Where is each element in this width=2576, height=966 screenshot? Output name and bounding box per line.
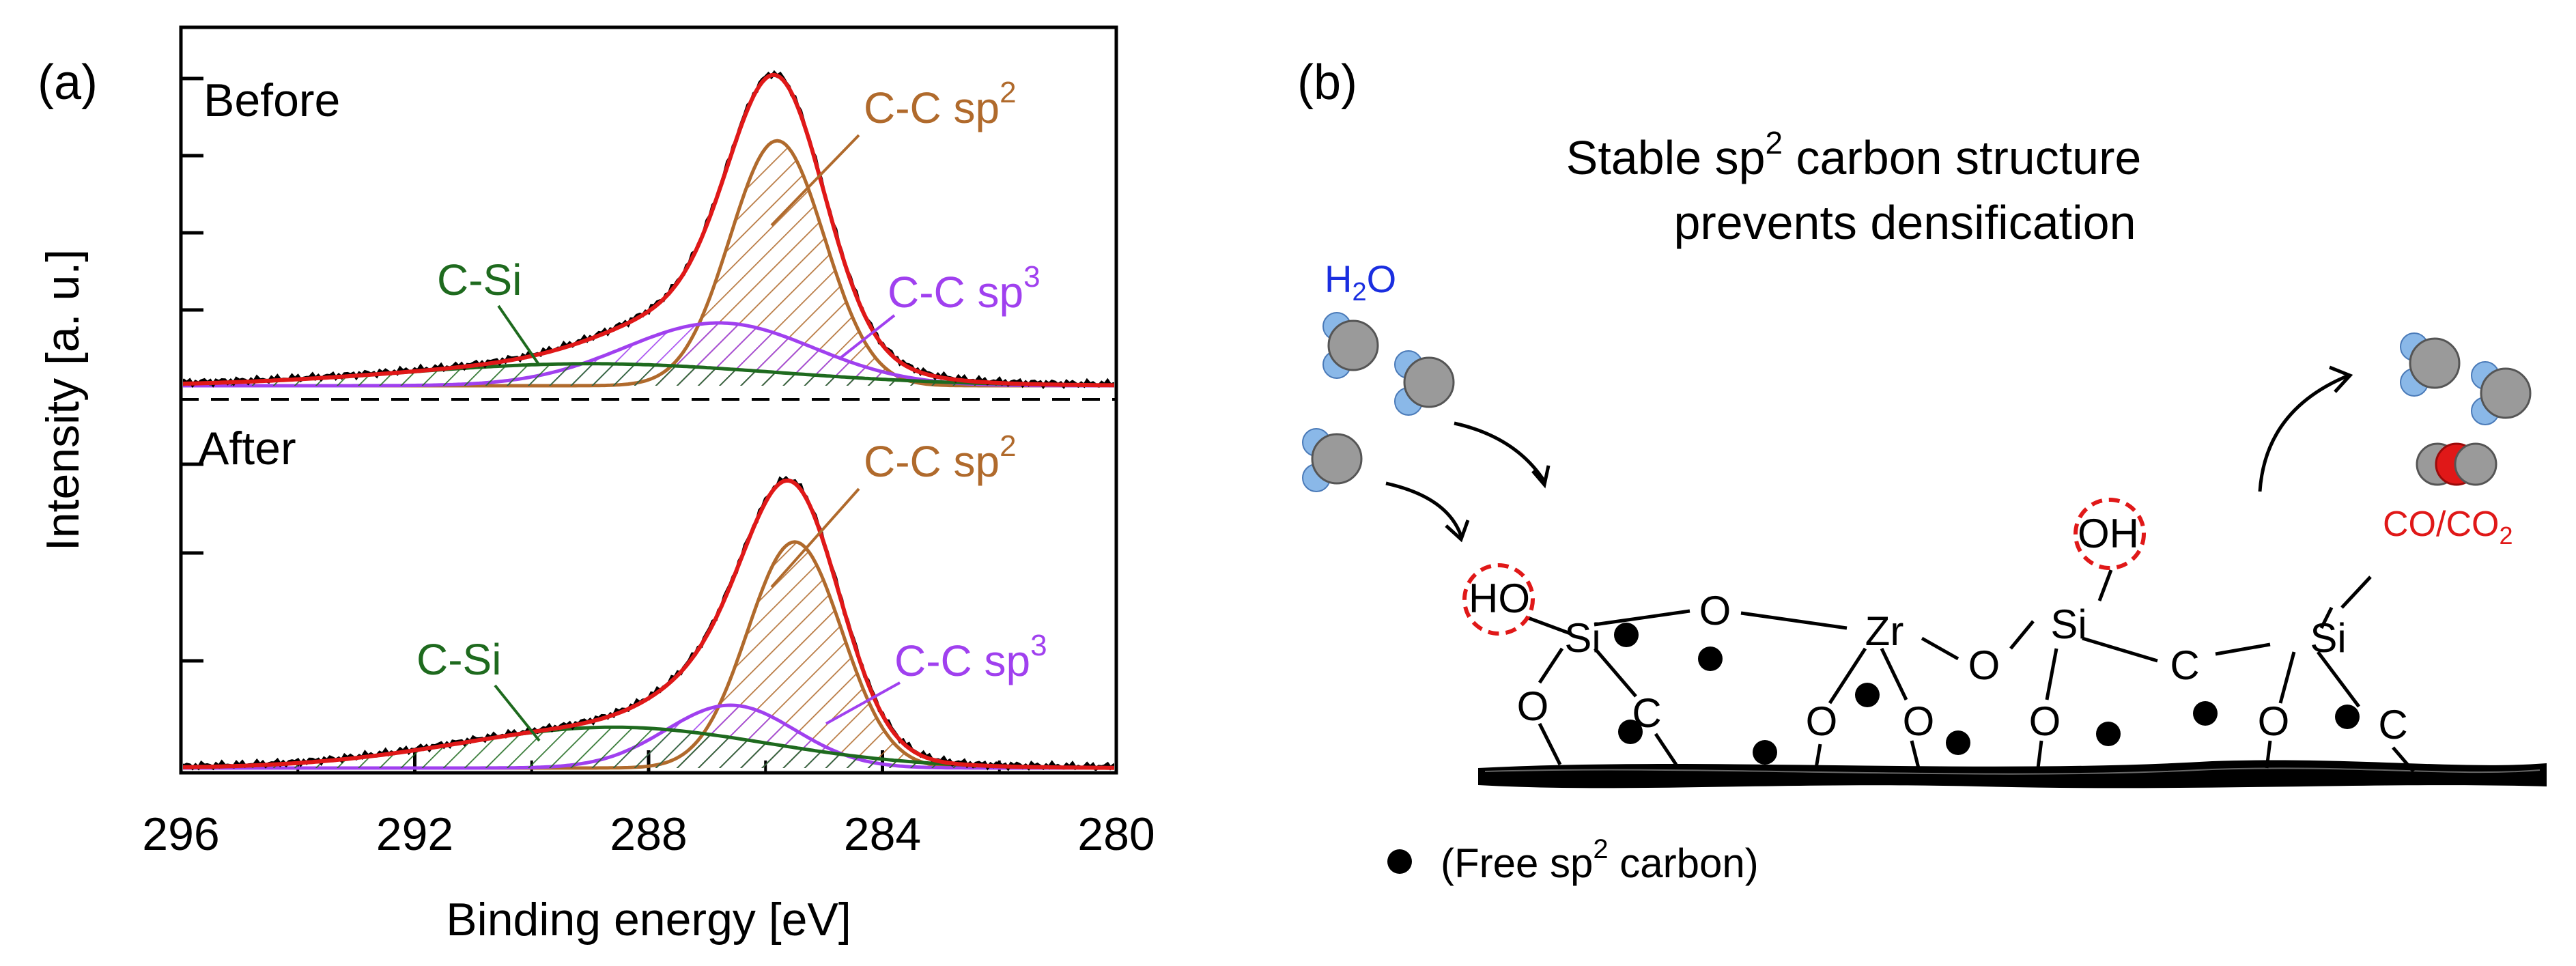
free-carbon-dot	[1753, 740, 1777, 765]
arrowhead-in-2	[1445, 520, 1470, 543]
x-axis-label: Binding energy [eV]	[446, 894, 851, 946]
x-tick-label: 296	[142, 808, 219, 860]
annotation-before-csi: C-Si	[437, 255, 522, 304]
leader-after-csi	[494, 684, 541, 742]
leader-after-sp3	[825, 681, 901, 725]
carbon-substrate	[1478, 760, 2547, 789]
atom-o: O	[1699, 588, 1731, 634]
water-molecule	[1394, 350, 1455, 416]
leader-after-sp2	[770, 487, 860, 588]
atom-si: Si	[2050, 601, 2086, 647]
free-carbon-dot	[1614, 623, 1639, 647]
leader-before-sp3	[838, 314, 896, 360]
free-carbon-dots	[1387, 623, 2360, 874]
free-carbon-dot	[1855, 683, 1880, 707]
title-line-1: Stable sp2 carbon structure	[1566, 125, 2142, 184]
arrow-out	[2258, 373, 2349, 492]
arrow-in-1	[1454, 421, 1546, 483]
leader-before-sp2	[770, 134, 860, 227]
flow-arrows	[1385, 365, 2353, 543]
atom-o: O	[2029, 698, 2061, 744]
water-molecules	[1302, 312, 2532, 492]
x-tick-label: 288	[610, 808, 687, 860]
atom-c: C	[2378, 702, 2407, 748]
annotation-after-sp2: C-C sp2	[864, 429, 1017, 486]
x-tick-label: 284	[844, 808, 921, 860]
oh-highlight-ring	[2073, 498, 2146, 570]
legend-dot	[1387, 849, 1412, 874]
panel-label-after: After	[198, 423, 296, 474]
annotation-after-sp3: C-C sp3	[894, 629, 1047, 685]
free-carbon-dot	[2335, 705, 2360, 729]
ho-highlight-ring	[1462, 563, 1535, 636]
atom-o: O	[1903, 698, 1935, 744]
panel-label-before: Before	[203, 74, 340, 126]
legend-text: (Free sp2 carbon)	[1441, 834, 1759, 886]
x-tick-label: 280	[1077, 808, 1155, 860]
arrowhead-in-1	[1531, 465, 1551, 489]
y-ticks	[181, 76, 203, 663]
leader-before-csi	[497, 304, 541, 367]
atom-si: Si	[2310, 615, 2346, 661]
water-molecule	[1322, 312, 1379, 379]
water-molecule	[2400, 332, 2461, 397]
free-carbon-dot	[2096, 722, 2121, 746]
annotation-before-sp3: C-C sp3	[888, 260, 1041, 317]
x-tick-labels: 296 292 288 284 280	[142, 808, 1155, 860]
curves	[183, 70, 1114, 771]
arrowhead-out	[2329, 365, 2353, 393]
atom-oh: OH	[2078, 511, 2139, 556]
xps-chart: 296 292 288 284 280 Before After C-C sp2 C-C…	[37, 25, 1155, 946]
free-carbon-dot	[1618, 720, 1643, 744]
arrow-in-2	[1385, 481, 1463, 537]
title-line-2: prevents densification	[1673, 196, 2136, 249]
water-molecule	[2471, 361, 2532, 425]
h2o-label: H2O	[1325, 257, 1396, 307]
raw-data-after	[183, 475, 1114, 771]
component-fill-before	[183, 323, 1114, 386]
y-axis-label: Intensity [a. u.]	[37, 249, 89, 551]
bonds	[1527, 569, 2415, 773]
atom-o: O	[2258, 698, 2290, 744]
total-fit-before	[183, 72, 1114, 388]
atom-zr: Zr	[1865, 608, 1904, 654]
diagram-title: Stable sp2 carbon structure prevents den…	[1566, 125, 2142, 249]
co-co2-label: CO/CO2	[2383, 505, 2513, 550]
annotation-after-csi: C-Si	[416, 635, 501, 684]
atom-si: Si	[1564, 615, 1600, 661]
panel-b-label: (b)	[1297, 55, 1357, 110]
annotation-before-sp2: C-C sp2	[864, 76, 1017, 132]
free-carbon-dot	[2193, 701, 2218, 726]
component-fill-after	[183, 727, 1114, 768]
panel-a-label: (a)	[38, 55, 98, 110]
atoms: HO Si O Zr O OH Si C Si O C O O O O C	[1469, 511, 2408, 748]
x-tick-label: 292	[376, 808, 453, 860]
water-molecule	[1302, 428, 1363, 492]
co2-molecule	[2416, 442, 2497, 486]
atom-o: O	[1517, 683, 1549, 729]
atom-o: O	[1968, 642, 2000, 688]
atom-c: C	[2170, 642, 2199, 688]
free-carbon-dot	[1698, 647, 1723, 671]
atom-ho: HO	[1469, 576, 1530, 621]
atom-o: O	[1806, 698, 1838, 744]
total-fit-after	[183, 479, 1114, 770]
free-carbon-dot	[1946, 730, 1970, 755]
